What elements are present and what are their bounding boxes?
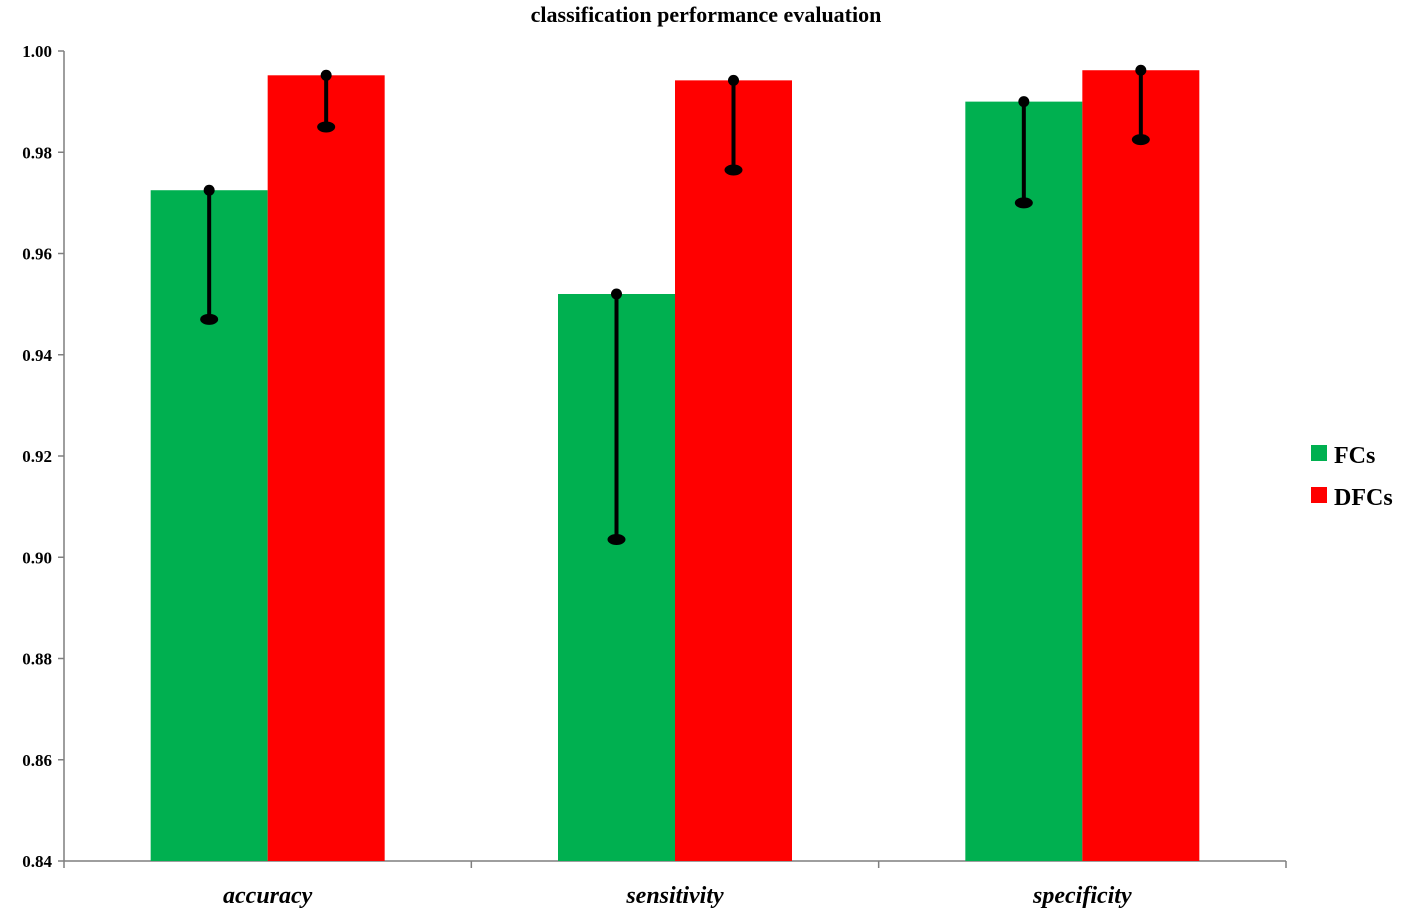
y-tick-label: 1.00 [22,42,52,61]
legend-swatch-fcs [1311,445,1327,461]
bar-dfcs-specificity [1082,70,1200,862]
legend-swatch-dfcs [1311,487,1327,503]
bar-dfcs-sensitivity [675,80,792,862]
y-tick-label: 0.92 [22,447,52,466]
error-cap-top [203,184,215,196]
y-tick-label: 0.90 [22,548,52,567]
bar-fcs-specificity [965,101,1083,861]
x-tick-label-specificity: specificity [1032,883,1132,909]
error-cap-bottom [724,164,743,176]
error-cap-bottom [317,121,336,133]
error-cap-top [728,74,739,86]
chart-title: classification performance evaluation [531,2,882,27]
legend: FCs DFCs [1311,443,1393,511]
error-cap-top [1018,96,1030,108]
error-cap-bottom [200,313,219,325]
error-bars [200,64,1150,546]
y-tick-label: 0.84 [22,852,52,871]
legend-label-fcs: FCs [1334,443,1375,469]
error-cap-bottom [1131,134,1150,146]
y-tick-label: 0.88 [22,650,52,669]
error-cap-top [320,69,332,81]
y-tick-label: 0.86 [22,751,52,770]
legend-label-dfcs: DFCs [1334,485,1393,511]
x-tick-label-sensitivity: sensitivity [625,883,724,909]
y-tick-label: 0.98 [22,143,52,162]
y-tick-label: 0.96 [22,245,52,264]
x-tick-label-accuracy: accuracy [223,883,313,909]
bar-dfcs-accuracy [267,75,385,862]
error-cap-bottom [1014,197,1033,209]
y-tick-label: 0.94 [22,346,52,365]
bars [150,70,1200,862]
error-cap-bottom [607,534,626,546]
error-cap-top [1135,64,1147,76]
tick-labels: 0.84 0.86 0.88 0.90 0.92 0.94 0.96 0.98 1.00 accu… [22,42,1132,909]
error-cap-top [611,288,622,300]
